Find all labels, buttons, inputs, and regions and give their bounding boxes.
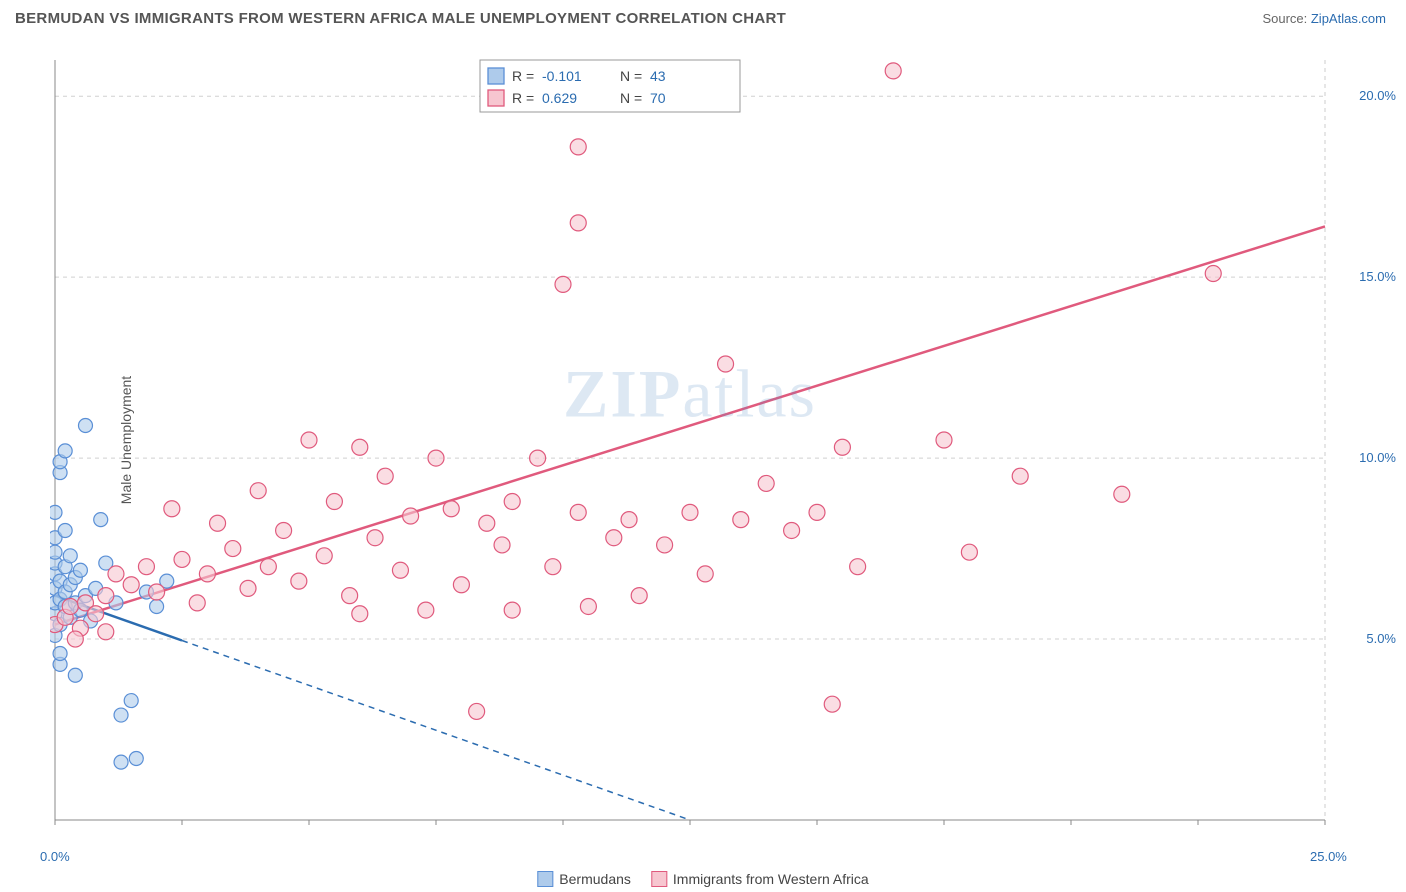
svg-text:R =: R = — [512, 90, 534, 106]
svg-text:R =: R = — [512, 68, 534, 84]
svg-text:43: 43 — [650, 68, 666, 84]
scatter-plot-svg: R = -0.101 N = 43 R = 0.629 N = 70 — [50, 55, 1330, 825]
legend-label-bermudans: Bermudans — [559, 871, 631, 887]
svg-text:N =: N = — [620, 90, 642, 106]
y-axis-label: Male Unemployment — [118, 376, 134, 504]
y-tick-label: 15.0% — [1359, 269, 1396, 284]
chart-header: BERMUDAN VS IMMIGRANTS FROM WESTERN AFRI… — [0, 0, 1406, 35]
y-tick-label: 10.0% — [1359, 450, 1396, 465]
svg-text:-0.101: -0.101 — [542, 68, 582, 84]
svg-text:0.629: 0.629 — [542, 90, 577, 106]
chart-area: Male Unemployment R = -0.101 N = 43 R = 0.629… — [50, 55, 1330, 825]
y-tick-label: 5.0% — [1366, 631, 1396, 646]
legend: Bermudans Immigrants from Western Africa — [537, 871, 868, 887]
svg-text:70: 70 — [650, 90, 666, 106]
y-tick-label: 20.0% — [1359, 88, 1396, 103]
legend-label-immigrants: Immigrants from Western Africa — [673, 871, 869, 887]
chart-title: BERMUDAN VS IMMIGRANTS FROM WESTERN AFRI… — [15, 10, 786, 27]
legend-item-bermudans: Bermudans — [537, 871, 631, 887]
source-label: Source: ZipAtlas.com — [1262, 11, 1386, 26]
svg-text:N =: N = — [620, 68, 642, 84]
source-link[interactable]: ZipAtlas.com — [1311, 11, 1386, 26]
legend-swatch-bermudans — [537, 871, 553, 887]
x-tick-label: 25.0% — [1310, 849, 1347, 864]
legend-swatch-immigrants — [651, 871, 667, 887]
legend-item-immigrants: Immigrants from Western Africa — [651, 871, 869, 887]
x-tick-label: 0.0% — [40, 849, 70, 864]
